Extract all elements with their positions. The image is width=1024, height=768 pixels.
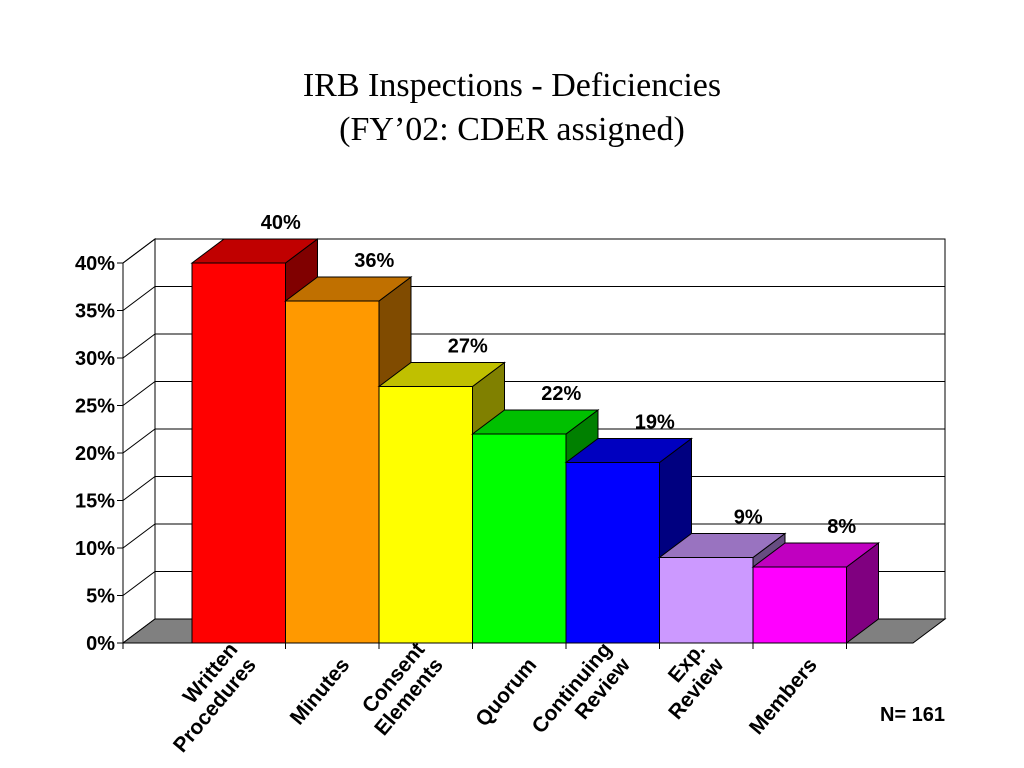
y-tick-label: 0% bbox=[86, 633, 115, 655]
bar-continuing-review bbox=[564, 437, 693, 644]
gridline bbox=[122, 238, 945, 264]
gridline bbox=[122, 428, 945, 454]
y-tick-label: 10% bbox=[75, 538, 115, 560]
data-label: 19% bbox=[635, 412, 675, 434]
bar-front-face bbox=[752, 566, 847, 644]
x-category-label-line: Members bbox=[745, 654, 822, 739]
chart-subtitle: (FY’02: CDER assigned) bbox=[339, 111, 685, 148]
x-category-label: Exp.Review bbox=[646, 638, 729, 724]
bar-front-face bbox=[285, 300, 380, 644]
x-category-label: ContinuingReview bbox=[528, 638, 636, 754]
gridline bbox=[122, 381, 945, 406]
bar-front-face bbox=[659, 557, 754, 644]
x-category-label: WrittenProcedures bbox=[151, 638, 261, 757]
chart-title: IRB Inspections - Deficiencies bbox=[302, 67, 722, 104]
x-category-label: Members bbox=[745, 654, 822, 739]
y-tick-label: 30% bbox=[75, 348, 115, 370]
bar-front-face bbox=[191, 262, 286, 644]
y-tick-label: 20% bbox=[75, 443, 115, 465]
y-tick-label: 5% bbox=[86, 586, 115, 608]
x-category-label: ConsentElements bbox=[352, 638, 448, 740]
data-label: 9% bbox=[734, 507, 763, 529]
bar-front-face bbox=[472, 433, 567, 644]
gridline bbox=[122, 286, 945, 311]
bar-front-face bbox=[565, 462, 660, 644]
x-category-label: Minutes bbox=[286, 654, 355, 730]
y-tick-label: 25% bbox=[75, 396, 115, 418]
y-tick-label: 40% bbox=[75, 253, 115, 275]
x-category-label-line: Minutes bbox=[286, 654, 355, 730]
data-label: 22% bbox=[541, 383, 581, 405]
data-label: 36% bbox=[354, 250, 394, 272]
y-tick-label: 15% bbox=[75, 491, 115, 513]
bar-members bbox=[751, 542, 880, 644]
data-label: 27% bbox=[448, 336, 488, 358]
bar-front-face bbox=[378, 386, 473, 644]
data-label: 8% bbox=[827, 516, 856, 538]
chart-title-block: IRB Inspections - Deficiencies (FY’02: C… bbox=[0, 64, 1024, 152]
y-tick-label: 35% bbox=[75, 301, 115, 323]
gridline bbox=[122, 333, 945, 359]
sample-size-note: N= 161 bbox=[880, 704, 946, 726]
data-label: 40% bbox=[261, 212, 301, 234]
